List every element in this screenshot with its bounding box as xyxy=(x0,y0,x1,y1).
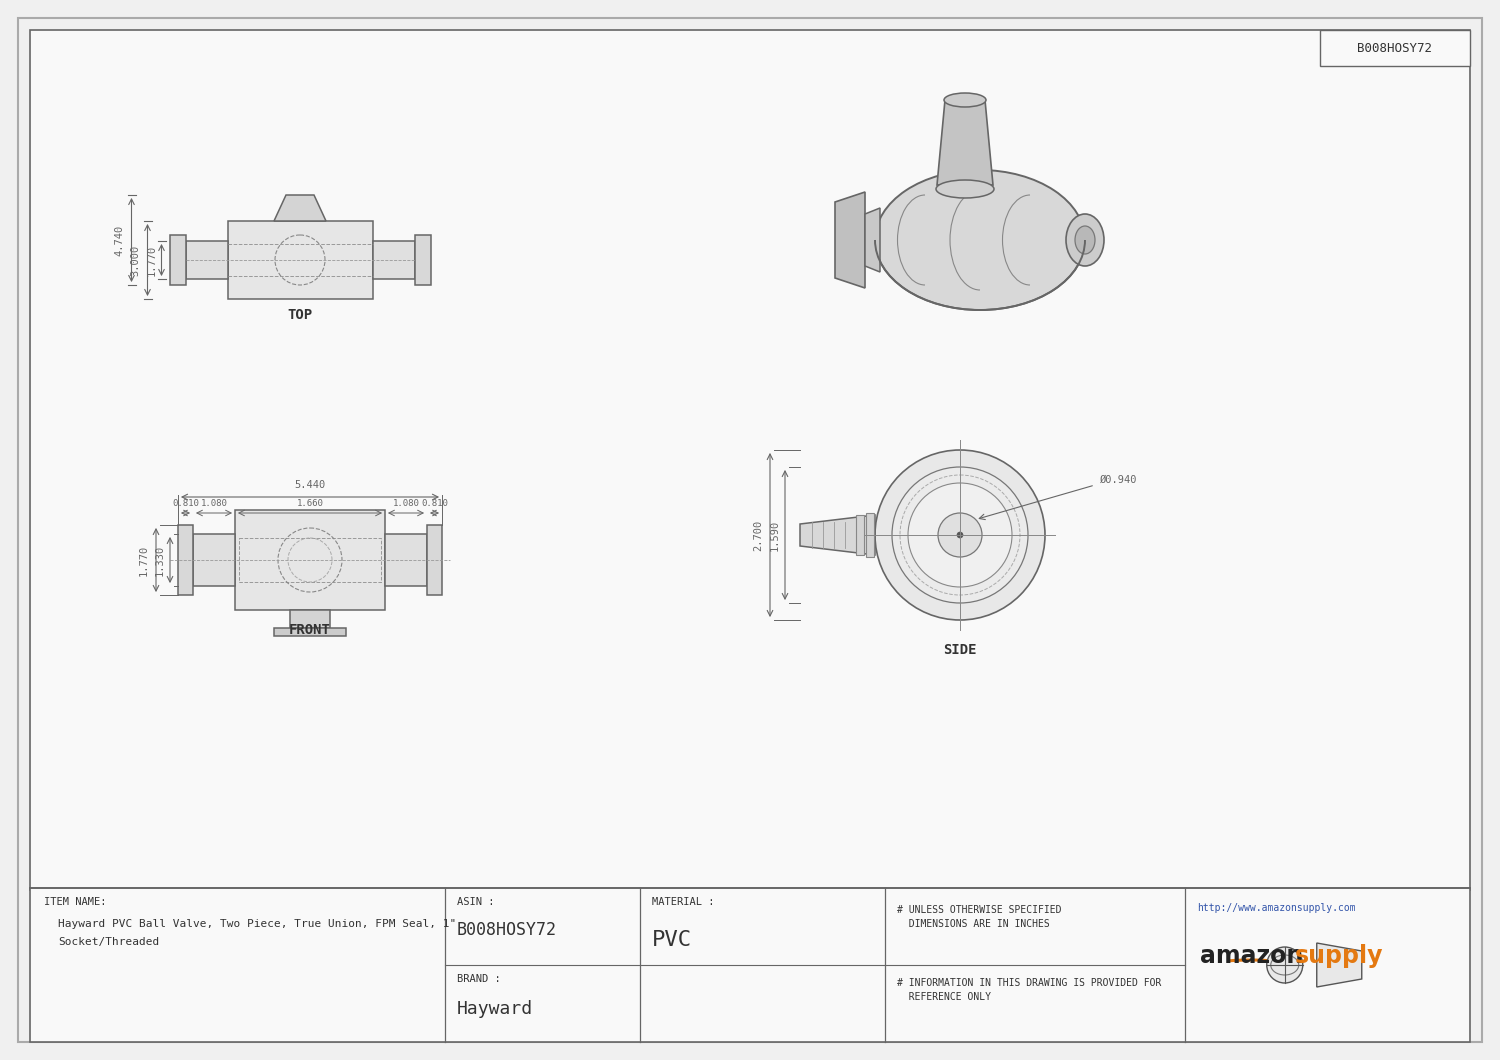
Text: Hayward PVC Ball Valve, Two Piece, True Union, FPM Seal, 1": Hayward PVC Ball Valve, Two Piece, True … xyxy=(58,919,456,929)
Text: 0.810: 0.810 xyxy=(172,499,200,509)
Text: 1.770: 1.770 xyxy=(140,545,148,576)
Bar xyxy=(194,534,236,586)
Text: Hayward: Hayward xyxy=(458,1000,532,1018)
Polygon shape xyxy=(274,195,326,220)
Bar xyxy=(856,515,864,555)
Bar xyxy=(30,888,1470,1042)
Circle shape xyxy=(957,532,963,538)
Text: 2.700: 2.700 xyxy=(753,519,764,550)
Text: supply: supply xyxy=(1294,944,1383,968)
Text: 1.330: 1.330 xyxy=(154,545,165,576)
Ellipse shape xyxy=(1076,226,1095,254)
Text: 1.080: 1.080 xyxy=(201,499,228,509)
Text: ASIN :: ASIN : xyxy=(458,897,495,907)
Text: MATERIAL :: MATERIAL : xyxy=(652,897,714,907)
Bar xyxy=(236,510,386,609)
Text: # INFORMATION IN THIS DRAWING IS PROVIDED FOR: # INFORMATION IN THIS DRAWING IS PROVIDE… xyxy=(897,978,1161,988)
Polygon shape xyxy=(836,192,866,288)
Text: 3.000: 3.000 xyxy=(130,245,141,276)
Bar xyxy=(238,538,381,582)
Ellipse shape xyxy=(874,170,1084,310)
Circle shape xyxy=(1266,947,1302,983)
Text: 1.590: 1.590 xyxy=(770,519,780,550)
Bar xyxy=(186,241,228,279)
Circle shape xyxy=(908,483,1013,587)
Circle shape xyxy=(892,467,1028,603)
Bar xyxy=(228,220,372,299)
Text: 5.440: 5.440 xyxy=(294,480,326,490)
Text: 1.660: 1.660 xyxy=(297,499,324,509)
Text: 1.770: 1.770 xyxy=(147,245,156,276)
Bar xyxy=(170,235,186,285)
Bar xyxy=(290,610,330,628)
Bar xyxy=(372,241,414,279)
Polygon shape xyxy=(865,208,880,272)
Text: B008HOSY72: B008HOSY72 xyxy=(1358,41,1432,54)
Bar xyxy=(178,525,194,595)
Bar xyxy=(30,30,1470,890)
Ellipse shape xyxy=(1066,214,1104,266)
Text: 4.740: 4.740 xyxy=(114,225,125,255)
Bar xyxy=(274,628,346,636)
Text: amazon: amazon xyxy=(1200,944,1304,968)
Text: TOP: TOP xyxy=(288,308,312,322)
Polygon shape xyxy=(1317,943,1362,987)
Ellipse shape xyxy=(944,93,986,107)
Text: SIDE: SIDE xyxy=(944,643,976,657)
Polygon shape xyxy=(800,515,874,555)
Text: Ø0.940: Ø0.940 xyxy=(1100,475,1137,485)
Text: BRAND :: BRAND : xyxy=(458,974,501,984)
Polygon shape xyxy=(938,100,993,186)
Text: 1.080: 1.080 xyxy=(393,499,420,509)
Bar xyxy=(1320,30,1470,66)
Circle shape xyxy=(874,450,1046,620)
Text: 0.810: 0.810 xyxy=(422,499,448,509)
Circle shape xyxy=(938,513,982,556)
Text: FRONT: FRONT xyxy=(290,623,332,637)
Bar xyxy=(865,513,874,556)
Text: http://www.amazonsupply.com: http://www.amazonsupply.com xyxy=(1197,903,1356,913)
Text: DIMENSIONS ARE IN INCHES: DIMENSIONS ARE IN INCHES xyxy=(897,919,1050,929)
Ellipse shape xyxy=(936,180,994,198)
Bar xyxy=(386,534,427,586)
Bar xyxy=(414,235,430,285)
Text: B008HOSY72: B008HOSY72 xyxy=(458,921,556,939)
Text: REFERENCE ONLY: REFERENCE ONLY xyxy=(897,992,992,1002)
Text: # UNLESS OTHERWISE SPECIFIED: # UNLESS OTHERWISE SPECIFIED xyxy=(897,905,1062,915)
Text: PVC: PVC xyxy=(652,930,692,950)
Bar xyxy=(427,525,442,595)
Text: ITEM NAME:: ITEM NAME: xyxy=(44,897,106,907)
Text: Socket/Threaded: Socket/Threaded xyxy=(58,937,159,947)
